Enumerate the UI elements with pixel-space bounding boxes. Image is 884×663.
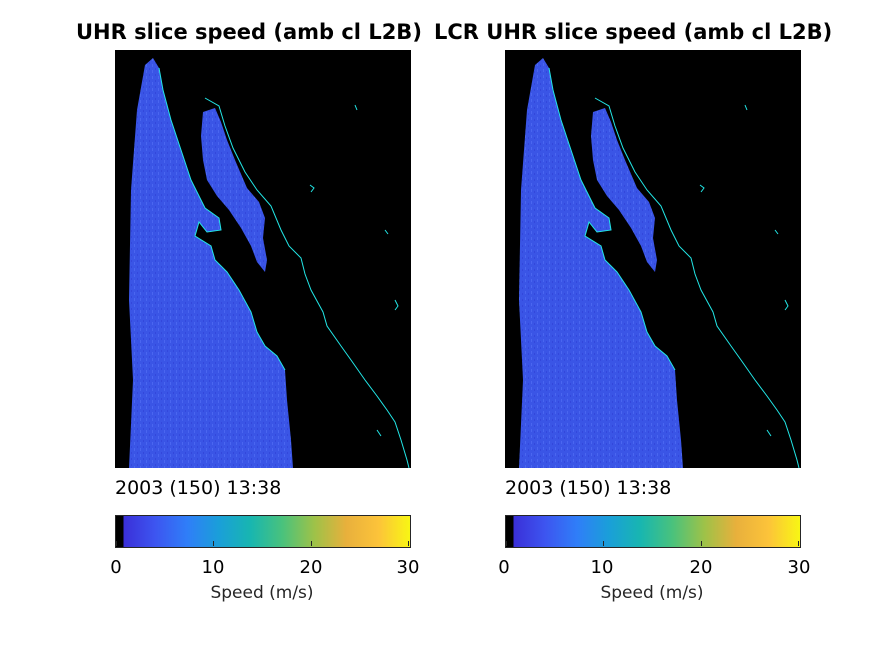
- ocean-swath: [519, 58, 683, 468]
- colorbar-tick-label: 10: [201, 557, 225, 578]
- panel-title-left: UHR slice speed (amb cl L2B): [76, 20, 422, 44]
- speed-map-left-svg: [129, 58, 410, 468]
- colorbar-right: [505, 515, 801, 548]
- ocean-swath: [129, 58, 293, 468]
- coastline-mainland: [204, 97, 410, 468]
- colorbar-tick-label: 20: [299, 557, 323, 578]
- colorbar-label-right: Speed (m/s): [600, 583, 704, 603]
- colorbar-tick: [116, 541, 117, 546]
- speed-map-left: [115, 50, 411, 468]
- colorbar-tick-label: 30: [787, 557, 811, 578]
- coastline-islands: [699, 104, 789, 437]
- coastline-peninsula: [158, 67, 286, 371]
- colorbar-tick-label: 20: [689, 557, 713, 578]
- coastline-peninsula: [548, 67, 676, 371]
- colorbar-tick-label: 0: [110, 557, 122, 578]
- coastline-islands: [309, 104, 399, 437]
- colorbar-tick: [311, 541, 312, 546]
- colorbar-tick-label: 30: [396, 557, 420, 578]
- timestamp-right: 2003 (150) 13:38: [505, 477, 672, 499]
- colorbar-tick: [603, 541, 604, 546]
- colorbar-tick: [408, 541, 409, 546]
- speed-map-right-svg: [519, 58, 800, 468]
- colorbar-tick: [506, 541, 507, 546]
- colorbar-tick-label: 0: [498, 557, 510, 578]
- coastline-mainland: [594, 97, 800, 468]
- colorbar-tick: [798, 541, 799, 546]
- panel-title-right: LCR UHR slice speed (amb cl L2B): [434, 20, 833, 44]
- gulf-water: [201, 108, 267, 272]
- colorbar-tick: [213, 541, 214, 546]
- colorbar-tick-label: 10: [590, 557, 614, 578]
- colorbar-left: [115, 515, 411, 548]
- speed-map-right: [505, 50, 801, 468]
- colorbar-tick: [701, 541, 702, 546]
- colorbar-label-left: Speed (m/s): [210, 583, 314, 603]
- timestamp-left: 2003 (150) 13:38: [115, 477, 282, 499]
- gulf-water: [591, 108, 657, 272]
